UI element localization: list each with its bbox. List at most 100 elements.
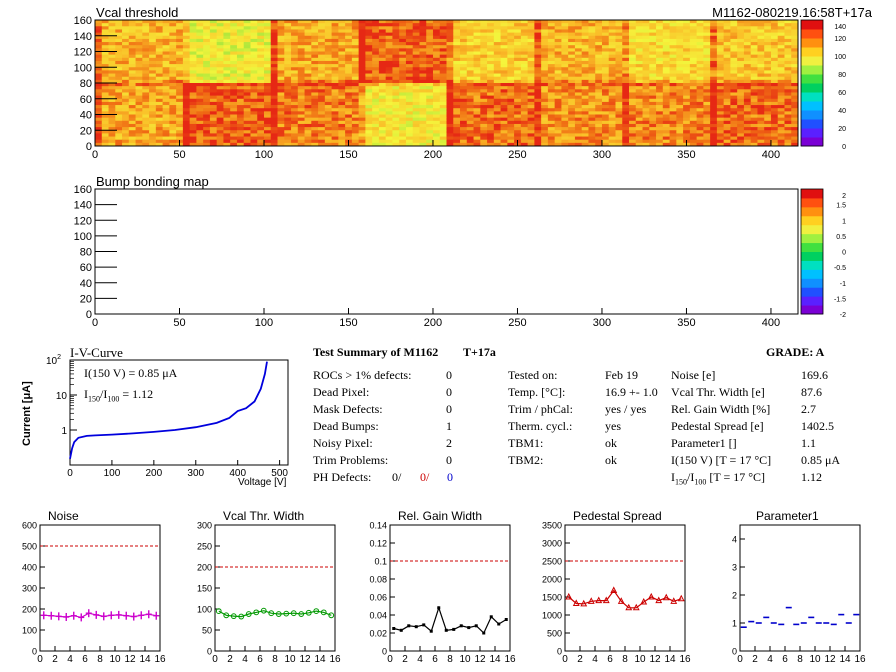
vcal-cell (439, 127, 447, 131)
vcal-cell (683, 60, 691, 65)
vcal-cell (311, 26, 319, 30)
vcal-cell (770, 76, 779, 81)
vcal-cell (405, 64, 414, 68)
vcal-cell (223, 67, 231, 71)
vcal-cell (291, 123, 299, 128)
roc-point (602, 596, 610, 604)
vcal-cell (426, 142, 434, 147)
vcal-cell (777, 101, 785, 106)
vcal-cell (385, 23, 393, 27)
vcal-cell (284, 92, 292, 96)
vcal-cell (122, 86, 130, 90)
vcal-cell (392, 95, 400, 100)
vcal-cell (203, 51, 211, 56)
vcal-cell (311, 32, 319, 37)
vcal-cell (378, 73, 387, 78)
vcal-cell (473, 111, 481, 115)
vcal-cell (169, 64, 177, 68)
vcal-cell (236, 101, 245, 106)
vcal-cell (581, 64, 589, 68)
vcal-cell (723, 79, 731, 84)
vcal-cell (378, 23, 387, 27)
vcal-cell (608, 120, 616, 125)
vcal-cell (696, 95, 704, 100)
vcal-cell (615, 105, 623, 109)
vcal-cell (466, 70, 474, 74)
vcal-cell (520, 101, 529, 106)
vcal-cell (568, 89, 576, 93)
vcal-cell (135, 92, 143, 96)
vcal-cell (176, 26, 184, 30)
vcal-cell (196, 38, 204, 43)
vcal-cell (595, 26, 603, 30)
vcal-cell (743, 120, 752, 125)
vcal-cell (662, 136, 670, 141)
vcal-cell (236, 83, 245, 87)
vcal-cell (182, 42, 191, 46)
vcal-cell (101, 51, 109, 56)
vcal-cell (351, 51, 360, 56)
roc-point (275, 611, 282, 617)
vcal-cell (250, 86, 258, 90)
vcal-cell (412, 23, 420, 27)
vcal-cell (520, 64, 529, 68)
vcal-cell (324, 38, 332, 43)
vcal-cell (547, 67, 556, 71)
vcal-cell (568, 111, 576, 115)
vcal-cell (122, 67, 130, 71)
vcal-cell (189, 76, 197, 81)
vcal-cell (541, 23, 549, 27)
vcal-cell (318, 108, 326, 112)
vcal-cell (601, 127, 610, 131)
vcal-cell (581, 79, 589, 84)
roc-x-tick-label: 16 (679, 654, 691, 665)
vcal-cell (460, 111, 468, 115)
vcal-cell (351, 64, 360, 68)
vcal-cell (507, 26, 515, 30)
vcal-cell (460, 54, 468, 59)
vcal-cell (770, 101, 779, 106)
vcal-cell (527, 123, 535, 128)
vcal-cell (764, 139, 772, 144)
defect-value: 0 (446, 368, 452, 382)
vcal-cell (331, 142, 339, 147)
vcal-cell (601, 120, 610, 125)
vcal-cell (757, 64, 765, 68)
vcal-cell (777, 108, 785, 112)
vcal-cell (216, 51, 224, 56)
vcal-cell (351, 95, 360, 100)
vcal-cell (338, 79, 346, 84)
vcal-cell (642, 89, 650, 93)
vcal-cell (426, 67, 434, 71)
vcal-cell (101, 38, 109, 43)
vcal-cell (189, 29, 197, 33)
vcal-cell (101, 70, 109, 74)
vcal-cell (453, 64, 461, 68)
vcal-cell (230, 111, 238, 115)
vcal-cell (257, 57, 265, 62)
vcal-cell (189, 105, 197, 109)
vcal-cell (622, 123, 630, 128)
vcal-cell (216, 60, 224, 65)
vcal-cell (182, 111, 191, 115)
vcal-cell (128, 123, 136, 128)
vcal-cell (142, 54, 150, 59)
vcal-cell (770, 20, 779, 24)
vcal-cell (236, 117, 245, 122)
vcal-cell (365, 23, 373, 27)
vcal-cell (162, 73, 170, 78)
vcal-cell (128, 57, 136, 62)
vcal-cell (412, 32, 420, 37)
vcal-cell (128, 60, 136, 65)
vcal-cell (115, 54, 123, 59)
vcal-cell (439, 133, 447, 137)
vcal-cell (770, 86, 779, 90)
vcal-cell (574, 54, 583, 59)
vcal-cell (615, 57, 623, 62)
vcal-cell (750, 42, 758, 46)
vcal-cell (236, 120, 245, 125)
vcal-cell (209, 79, 218, 84)
vcal-cell (534, 57, 542, 62)
vcal-cell (162, 127, 170, 131)
vcal-cell (710, 38, 718, 43)
